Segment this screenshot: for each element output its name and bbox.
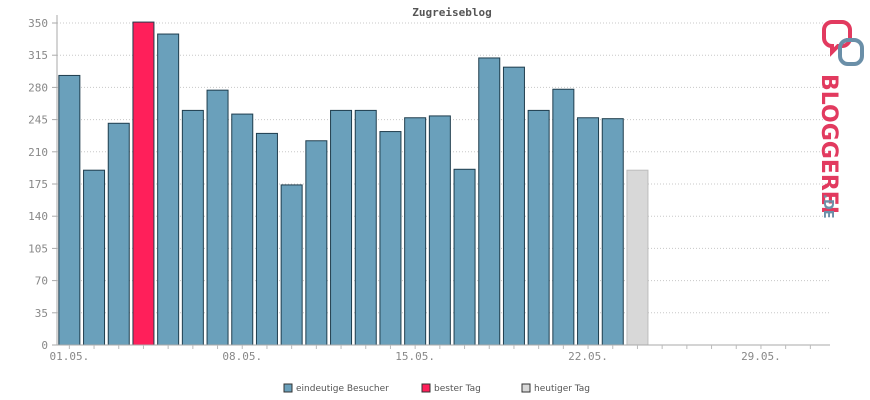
bar [157,33,180,346]
bar [502,66,525,346]
x-tick-label: 01.05. [49,350,89,363]
bloggerei-logo: BLOGGEREI .DE [816,20,864,219]
legend-item: bester Tag [421,383,481,394]
y-tick-label: 70 [35,275,48,288]
legend-swatch [421,383,431,393]
y-tick-label: 140 [28,210,48,223]
y-tick-label: 245 [28,114,48,127]
y-tick-label: 350 [28,17,48,30]
bar [330,109,353,346]
y-tick-label: 0 [41,339,48,352]
bar [601,118,624,346]
x-tick-label: 08.05. [222,350,262,363]
bar [107,122,130,346]
bar [577,117,600,346]
legend-item: eindeutige Besucher [283,383,389,394]
logo-text: BLOGGEREI [816,74,841,214]
y-tick-label: 105 [28,242,48,255]
axes: 0 35 70 105 140 175 210 245 280 315 350 01.05. 08.05… [28,15,830,363]
bar [527,109,550,346]
bar [478,57,501,346]
legend: eindeutige Besucher bester Tag heutiger Ta… [283,383,590,394]
bar [453,168,476,346]
bar [132,21,155,346]
y-tick-label: 315 [28,49,48,62]
legend-item: heutiger Tag [521,383,590,394]
chart-title: Zugreiseblog [412,6,491,19]
legend-swatch [521,383,531,393]
bar [404,117,427,346]
bar [58,74,81,346]
legend-swatch [283,383,293,393]
bar [552,88,575,346]
x-tick-label: 15.05. [395,350,435,363]
bar [305,140,328,346]
bar [231,113,254,346]
bars [58,21,649,346]
y-tick-label: 35 [35,307,48,320]
bar [206,89,229,346]
bar [181,109,204,346]
legend-label: heutiger Tag [534,384,590,394]
legend-label: eindeutige Besucher [296,384,389,394]
bar [354,109,377,346]
x-tick-label: 22.05. [568,350,608,363]
logo-suffix: .DE [820,194,835,219]
bar [280,184,303,346]
bar [626,169,649,346]
y-tick-label: 175 [28,178,48,191]
bar [428,115,451,346]
bar [255,132,278,346]
y-tick-label: 280 [28,81,48,94]
bloggerei-logo-icon [822,20,864,66]
bar [379,131,402,346]
legend-label: bester Tag [434,384,481,394]
y-tick-label: 210 [28,146,48,159]
bar [83,169,106,346]
x-tick-label: 29.05. [741,350,781,363]
